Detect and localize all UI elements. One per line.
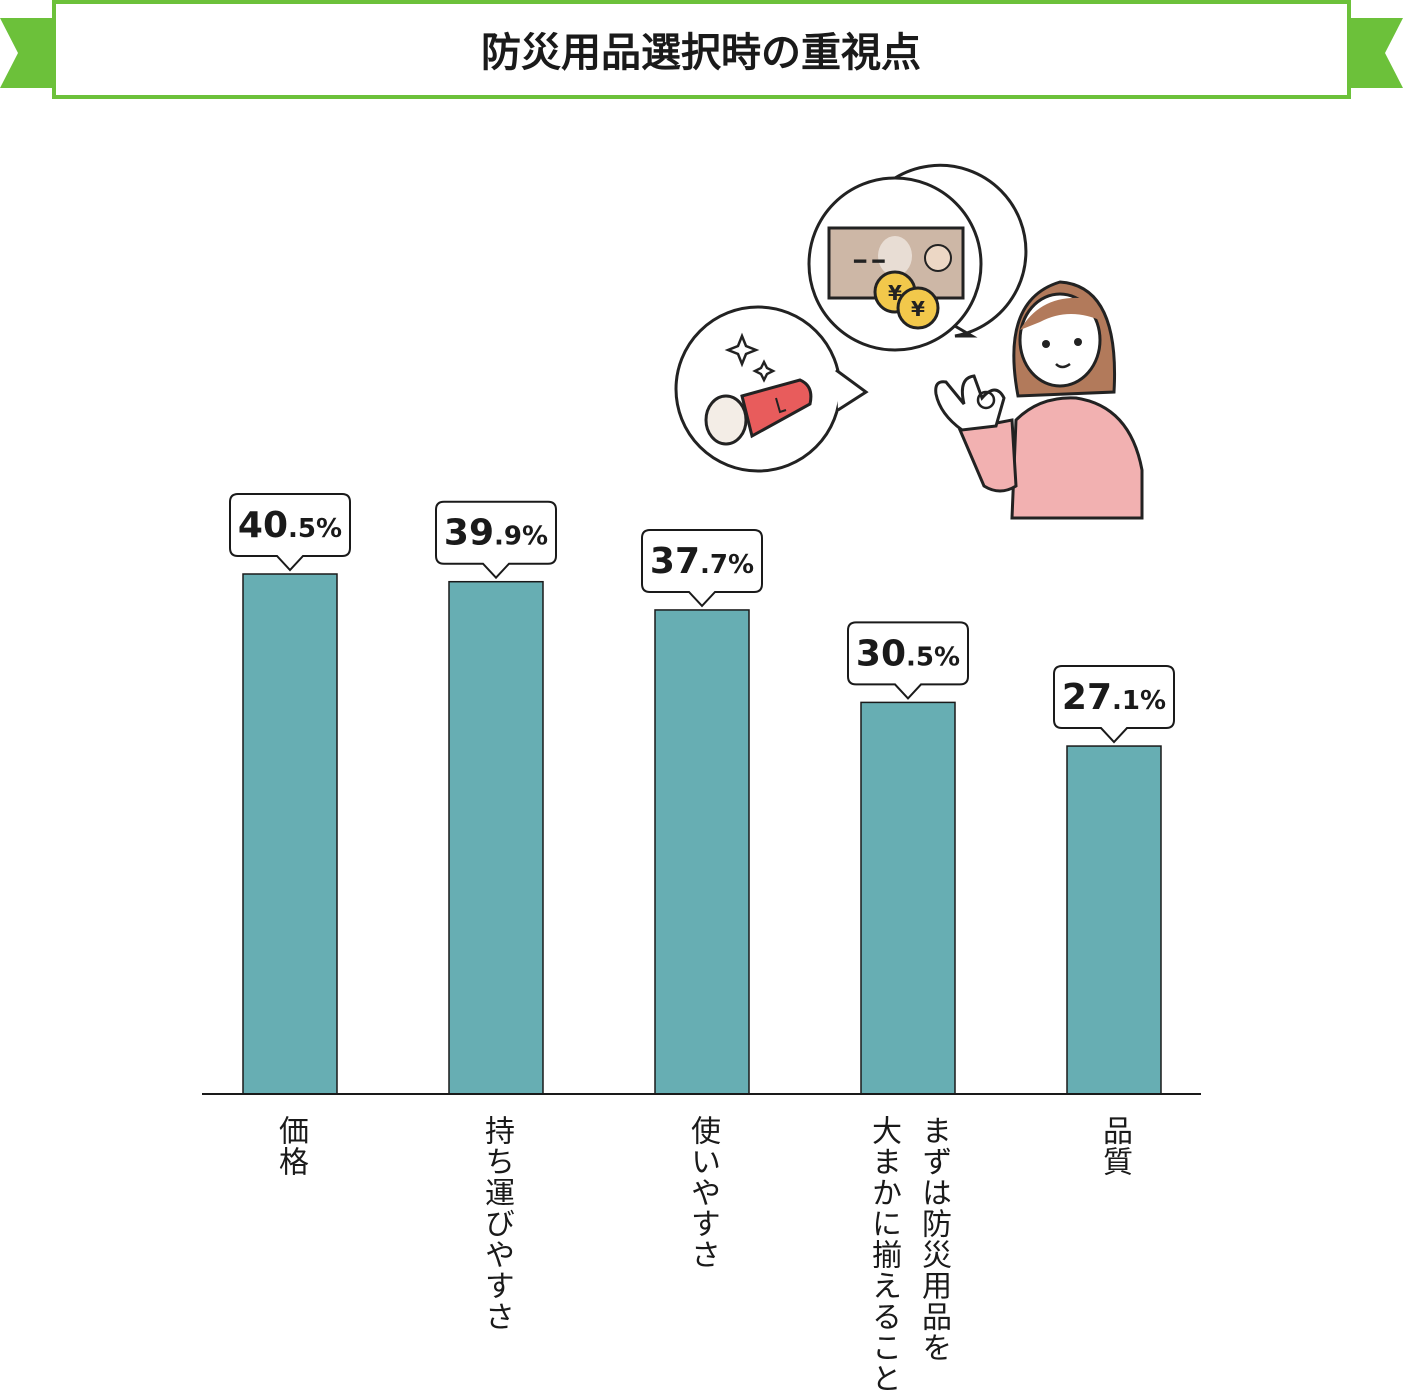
callout-box-2 xyxy=(435,500,557,580)
bar-5 xyxy=(1066,745,1162,1095)
value-callout-1: 40.5% xyxy=(229,493,351,572)
callout-box-4 xyxy=(847,621,969,700)
callout-box-1 xyxy=(229,493,351,572)
chart-title: 防災用品選択時の重視点 xyxy=(481,30,921,76)
x-tick-label-3: 使いやすさ xyxy=(685,1115,720,1270)
bill-label: ━ ━ xyxy=(853,249,885,273)
callout-box-5 xyxy=(1053,665,1175,744)
x-tick-label-5: 品質 xyxy=(1097,1115,1132,1177)
banner-box xyxy=(52,0,1351,99)
bars-layer: 40.5% 39.9% 37.7% 30.5% 27.1% xyxy=(229,493,1175,1095)
x-tick-label-1: 価格 xyxy=(273,1115,308,1177)
banner-ribbon-right xyxy=(1347,18,1403,88)
woman-ok-gesture-icon xyxy=(934,280,1144,520)
bar-1 xyxy=(242,573,338,1095)
data-label-2: 39.9% xyxy=(444,513,548,554)
sparkle-icon xyxy=(724,332,776,383)
x-tick-label-4: まずは防災用品を 大まかに揃えること xyxy=(866,1115,951,1394)
value-callout-4: 30.5% xyxy=(847,621,969,700)
data-label-3: 37.7% xyxy=(650,541,754,582)
coin-symbol-2: ¥ xyxy=(911,297,925,321)
data-label-1: 40.5% xyxy=(238,505,342,546)
value-callout-5: 27.1% xyxy=(1053,665,1175,744)
flashlight-icon xyxy=(674,305,869,473)
bar-3 xyxy=(654,609,750,1095)
bar-2 xyxy=(448,580,544,1095)
banner-ribbon-left xyxy=(0,18,56,88)
x-tick-label-2: 持ち運びやすさ xyxy=(479,1115,514,1332)
illustration: ━ ━ ¥ ¥ xyxy=(674,163,1144,520)
bar-4 xyxy=(860,701,956,1095)
value-callout-3: 37.7% xyxy=(641,528,763,608)
title-banner: 防災用品選択時の重視点 xyxy=(0,0,1403,99)
value-callout-2: 39.9% xyxy=(435,500,557,580)
callout-box-3 xyxy=(641,528,763,608)
coin-symbol-1: ¥ xyxy=(888,281,902,305)
data-label-4: 30.5% xyxy=(856,633,960,674)
data-label-5: 27.1% xyxy=(1062,677,1166,718)
money-icon: ━ ━ ¥ ¥ xyxy=(807,163,1028,352)
